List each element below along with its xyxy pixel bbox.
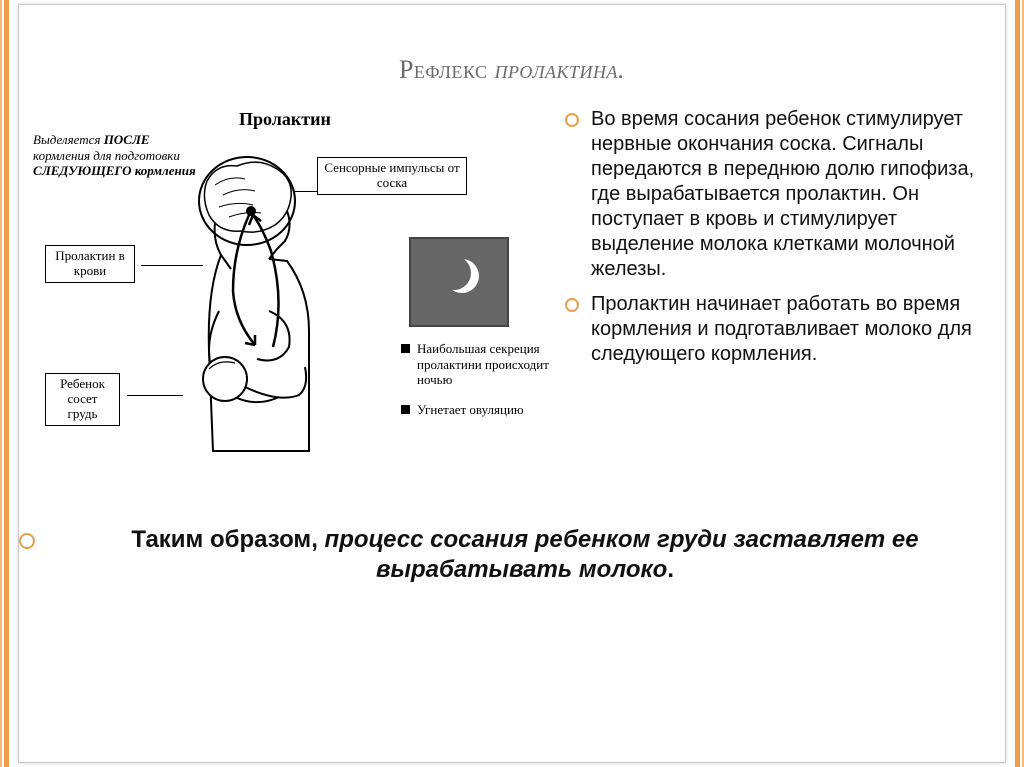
circle-bullet-icon [19, 533, 35, 549]
side-note-item: Угнетает овуляцию [401, 402, 571, 418]
bullet-text: Во время сосания ребенок стимулирует нер… [591, 107, 987, 282]
square-bullet-icon [401, 344, 410, 353]
night-icon [409, 237, 509, 327]
left-edge-decoration [0, 0, 10, 767]
circle-bullet-icon [565, 113, 579, 127]
square-bullet-icon [401, 405, 410, 414]
content-row: Пролактин Выделяется ПОСЛЕ кормления для… [19, 107, 1005, 497]
mother-baby-figure [159, 151, 359, 471]
right-edge-decoration [1014, 0, 1024, 767]
title-word-1: Рефлекс [399, 55, 488, 84]
diagram-heading: Пролактин [239, 109, 331, 130]
moon-icon [445, 259, 479, 293]
label-baby-suckles: Ребенок сосет грудь [45, 373, 120, 426]
text-column: Во время сосания ребенок стимулирует нер… [559, 107, 987, 497]
conclusion-text: Таким образом, процесс сосания ребенком … [45, 525, 1005, 585]
bullet-text: Пролактин начинает работать во время кор… [591, 292, 987, 367]
slide-frame: Рефлекс пролактина. Пролактин Выделяется… [18, 4, 1006, 763]
bullet-item: Пролактин начинает работать во время кор… [565, 292, 987, 367]
title-word-2: пролактина. [495, 55, 625, 84]
circle-bullet-icon [565, 298, 579, 312]
bullet-item: Во время сосания ребенок стимулирует нер… [565, 107, 987, 282]
label-prolactin-blood: Пролактин в крови [45, 245, 135, 283]
conclusion-row: Таким образом, процесс сосания ребенком … [19, 525, 1005, 585]
diagram-column: Пролактин Выделяется ПОСЛЕ кормления для… [29, 107, 559, 497]
prolactin-diagram: Пролактин Выделяется ПОСЛЕ кормления для… [29, 107, 559, 497]
side-note-item: Наибольшая секреция пролактини происходи… [401, 341, 571, 388]
diagram-side-notes: Наибольшая секреция пролактини происходи… [401, 341, 571, 431]
slide-title: Рефлекс пролактина. [19, 55, 1005, 85]
